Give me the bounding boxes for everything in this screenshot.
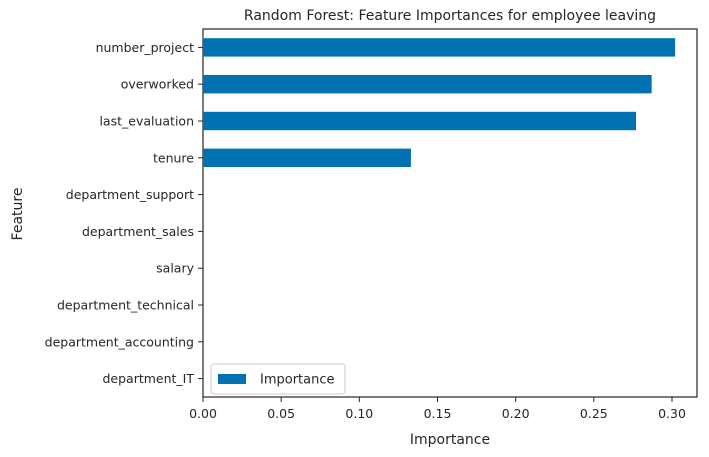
- legend-label: Importance: [260, 373, 335, 388]
- y-axis-label: Feature: [10, 188, 26, 241]
- legend-frame: [210, 363, 346, 395]
- y-axis-ticks: number_project overworked last_evaluationt…: [45, 40, 203, 386]
- bar-last_evaluation: [203, 111, 637, 131]
- x-axis-ticks: 0.00 0.05 0.10 0.15 0.20 0.25 0.30: [189, 397, 686, 421]
- x-tick-label-0.00: 0.00: [189, 406, 217, 421]
- x-tick-label-0.20: 0.20: [502, 406, 530, 421]
- x-tick-label-0.30: 0.30: [658, 406, 686, 421]
- y-tick-label-department_technical: department_technical: [57, 298, 194, 313]
- x-tick-label-0.10: 0.10: [345, 406, 373, 421]
- legend-swatch: [218, 374, 246, 384]
- bars: [203, 38, 676, 167]
- x-tick-label-0.15: 0.15: [424, 406, 452, 421]
- x-tick-label-0.25: 0.25: [580, 406, 608, 421]
- y-tick-label-number_project: number_project: [96, 40, 195, 55]
- bar-number_project: [203, 38, 676, 57]
- bar-tenure: [203, 148, 411, 167]
- y-tick-label-overworked: overworked: [121, 77, 194, 92]
- y-tick-label-department_support: department_support: [66, 187, 194, 202]
- y-tick-label-tenure: tenure: [153, 150, 194, 165]
- chart-title: Random Forest: Feature Importances for e…: [244, 8, 656, 24]
- bar-overworked: [203, 75, 652, 94]
- y-tick-label-last_evaluation: last_evaluation: [99, 114, 194, 129]
- legend: Importance: [210, 363, 346, 395]
- y-tick-label-department_IT: department_IT: [102, 371, 194, 386]
- x-axis-label: Importance: [410, 432, 490, 448]
- y-tick-label-department_accounting: department_accounting: [45, 334, 194, 349]
- y-tick-label-department_sales: department_sales: [82, 224, 194, 239]
- x-tick-label-0.05: 0.05: [267, 406, 295, 421]
- y-tick-label-salary: salary: [156, 261, 194, 276]
